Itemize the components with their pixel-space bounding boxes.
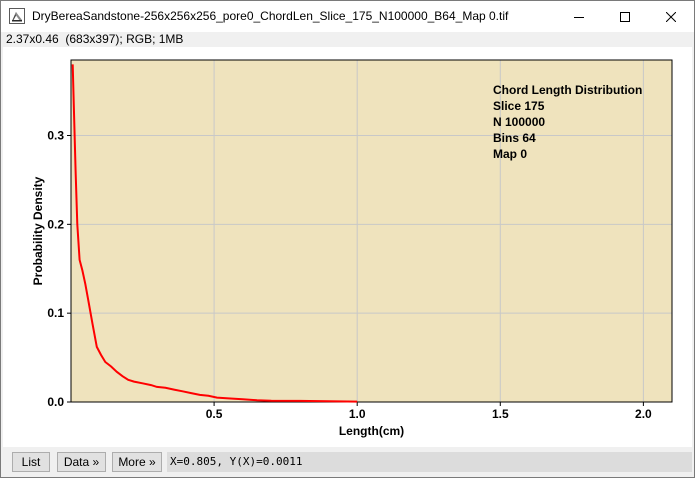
x-axis-label: Length(cm) [339, 424, 404, 438]
minimize-icon [574, 16, 584, 18]
plot-canvas[interactable]: 0.5 1.0 1.5 2.0 0.0 0.1 0.2 0.3 Length(cm) Probab… [3, 47, 692, 447]
y-tick-label: 0.1 [47, 306, 64, 320]
image-info: 2.37x0.46 (683x397); RGB; 1MB [6, 32, 184, 46]
close-icon [666, 11, 676, 22]
annotation-line: Slice 175 [493, 99, 545, 113]
chord-length-chart[interactable]: 0.5 1.0 1.5 2.0 0.0 0.1 0.2 0.3 Length(cm) Probab… [3, 47, 692, 447]
plot-frame [70, 59, 673, 403]
cursor-readout: X=0.805, Y(X)=0.0011 [167, 452, 692, 472]
annotation-line: N 100000 [493, 115, 545, 129]
chart-annotation: Chord Length Distribution Slice 175 N 1000… [493, 83, 642, 161]
imagej-icon [9, 8, 25, 24]
x-tick-label: 0.5 [206, 407, 223, 421]
more-button[interactable]: More » [112, 452, 162, 472]
maximize-icon [620, 11, 630, 22]
plot-toolbar: List Data » More » X=0.805, Y(X)=0.0011 [1, 450, 694, 477]
annotation-line: Bins 64 [493, 131, 536, 145]
plot-background [71, 60, 672, 402]
x-tick-label: 2.0 [635, 407, 652, 421]
y-axis-label: Probability Density [31, 176, 45, 285]
series-line [71, 64, 358, 403]
window-title: DryBereaSandstone-256x256x256_pore0_Chor… [32, 9, 509, 23]
close-button[interactable] [648, 1, 694, 32]
annotation-line: Map 0 [493, 147, 527, 161]
title-bar[interactable]: DryBereaSandstone-256x256x256_pore0_Chor… [1, 1, 694, 32]
x-tick-label: 1.5 [492, 407, 509, 421]
annotation-line: Chord Length Distribution [493, 83, 642, 97]
x-tick-label: 1.0 [349, 407, 366, 421]
y-tick-label: 0.2 [47, 217, 64, 231]
y-tick-label: 0.3 [47, 129, 64, 143]
minimize-button[interactable] [556, 1, 602, 32]
maximize-button[interactable] [602, 1, 648, 32]
y-tick-label: 0.0 [47, 395, 64, 409]
list-button[interactable]: List [12, 452, 50, 472]
data-button[interactable]: Data » [57, 452, 106, 472]
